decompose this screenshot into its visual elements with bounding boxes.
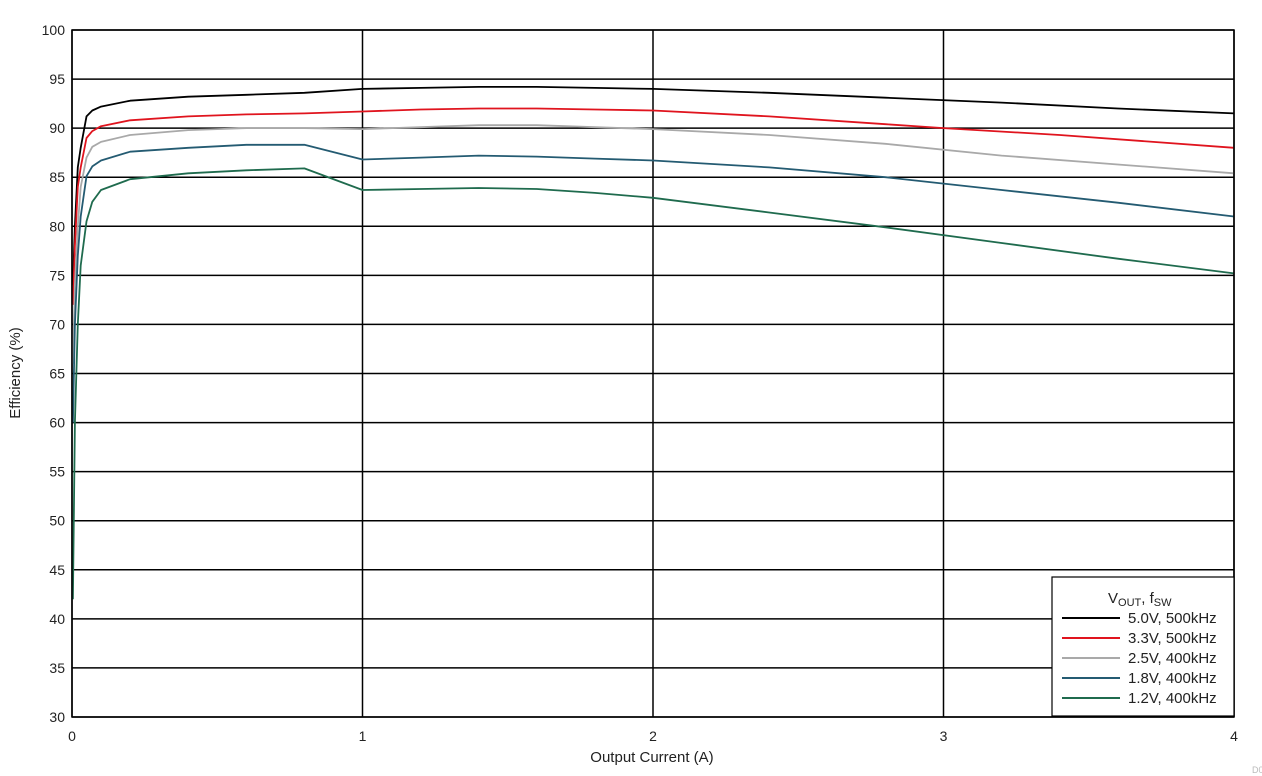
grid-lines bbox=[71, 29, 1235, 718]
series-layer bbox=[72, 86, 1235, 600]
legend-label-4: 1.8V, 400kHz bbox=[1128, 670, 1217, 687]
y-tick-labels: 30 35 40 45 50 55 60 65 70 75 80 85 90 95 100 bbox=[42, 22, 66, 725]
legend-box bbox=[1051, 576, 1235, 717]
series-line-2 bbox=[72, 107, 1235, 305]
y-tick-label: 60 bbox=[49, 415, 65, 431]
legend-label-5: 1.2V, 400kHz bbox=[1128, 690, 1217, 707]
y-tick-label: 45 bbox=[49, 562, 65, 578]
x-tick-labels: 0 1 2 3 4 bbox=[68, 728, 1238, 744]
x-tick-label: 1 bbox=[359, 728, 367, 744]
y-tick-label: 40 bbox=[49, 611, 65, 627]
x-tick-label: 2 bbox=[649, 728, 657, 744]
y-tick-label: 100 bbox=[42, 22, 66, 38]
y-tick-label: 75 bbox=[49, 267, 65, 283]
y-tick-label: 35 bbox=[49, 660, 65, 676]
series-line-4 bbox=[72, 143, 1235, 423]
series-line-3 bbox=[72, 124, 1235, 364]
legend-label-3: 2.5V, 400kHz bbox=[1128, 650, 1217, 667]
y-tick-label: 65 bbox=[49, 366, 65, 382]
legend-title: VOUT, fSW bbox=[1108, 590, 1172, 609]
legend-label-1: 5.0V, 500kHz bbox=[1128, 610, 1217, 627]
y-tick-label: 50 bbox=[49, 513, 65, 529]
y-tick-label: 70 bbox=[49, 316, 65, 332]
y-tick-label: 85 bbox=[49, 169, 65, 185]
y-tick-label: 30 bbox=[49, 709, 65, 725]
y-axis-label: Efficiency (%) bbox=[7, 327, 24, 418]
legend: VOUT, fSW 5.0V, 500kHz 3.3V, 500kHz 2.5V, … bbox=[1051, 576, 1235, 717]
y-tick-label: 90 bbox=[49, 120, 65, 136]
x-tick-label: 4 bbox=[1230, 728, 1238, 744]
x-axis-label: Output Current (A) bbox=[590, 749, 713, 766]
plot-frame bbox=[71, 29, 1235, 718]
legend-items: 5.0V, 500kHz 3.3V, 500kHz 2.5V, 400kHz 1.8V… bbox=[1062, 610, 1217, 707]
y-tick-label: 95 bbox=[49, 71, 65, 87]
x-tick-label: 0 bbox=[68, 728, 76, 744]
series-line-1 bbox=[72, 86, 1235, 286]
y-tick-label: 55 bbox=[49, 464, 65, 480]
y-tick-label: 80 bbox=[49, 218, 65, 234]
x-tick-label: 3 bbox=[940, 728, 948, 744]
legend-label-2: 3.3V, 500kHz bbox=[1128, 630, 1217, 647]
figure-code: D0 bbox=[1252, 765, 1262, 775]
series-line-5 bbox=[72, 167, 1235, 600]
